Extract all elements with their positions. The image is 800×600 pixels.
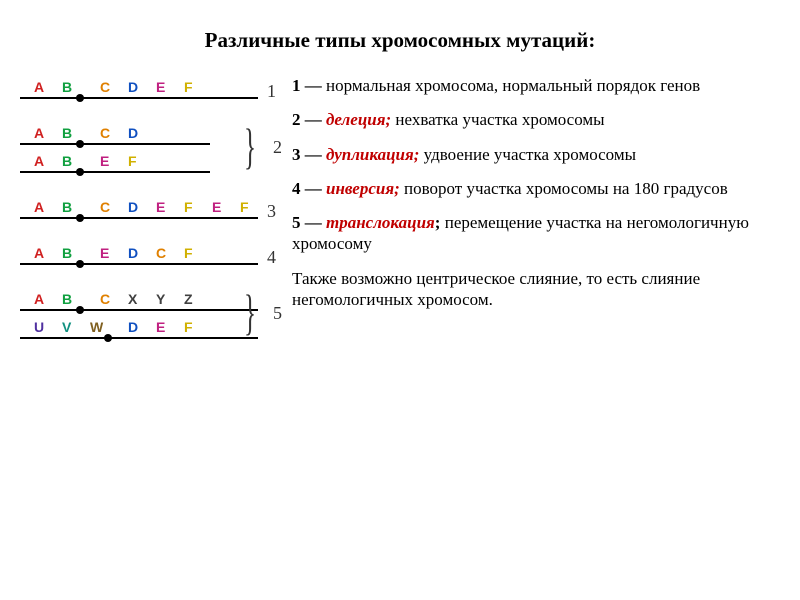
diagram-number: 2 xyxy=(273,137,282,158)
chrom-line: A B C D xyxy=(20,121,280,149)
chrom-line: ABCXYZ xyxy=(20,287,280,315)
chromosome-3: A B C D E F E F 3 xyxy=(20,195,280,223)
description-6: Также возможно центрическое слияние, то … xyxy=(292,268,784,311)
centromere-dot xyxy=(76,140,84,148)
diagram-number: 4 xyxy=(267,247,276,268)
diagram-number: 5 xyxy=(273,303,282,324)
description-5: 5 — транслокация; перемещение участка на… xyxy=(292,212,784,255)
gene-label: Z xyxy=(184,291,193,307)
gene-label: A xyxy=(34,199,44,215)
diagram-number: 1 xyxy=(267,81,276,102)
gene-label: D xyxy=(128,199,138,215)
gene-label: C xyxy=(100,79,110,95)
gene-label: C xyxy=(156,245,166,261)
gene-label: D xyxy=(128,79,138,95)
gene-label: X xyxy=(128,291,137,307)
gene-label: B xyxy=(62,79,72,95)
centromere-dot xyxy=(76,214,84,222)
centromere-dot xyxy=(104,334,112,342)
gene-label: B xyxy=(62,125,72,141)
page-title: Различные типы хромосомных мутаций: xyxy=(0,0,800,75)
gene-label: A xyxy=(34,291,44,307)
content-row: A B C D E F 1 A B C D A B E F} 2 A B C D E F E F 3 A B E D C F 4 A B C X Y Z U… xyxy=(0,75,800,361)
chrom-line: ABEDCF xyxy=(20,241,280,269)
gene-label: A xyxy=(34,245,44,261)
chromosome-5: ABCXYZUVWDEF}5 xyxy=(20,287,280,343)
gene-label: B xyxy=(62,245,72,261)
gene-label: F xyxy=(240,199,249,215)
gene-label: C xyxy=(100,125,110,141)
gene-label: A xyxy=(34,153,44,169)
text-column: 1 — нормальная хромосома, нормальный пор… xyxy=(280,75,784,361)
chrom-axis xyxy=(20,171,210,173)
chrom-line: UVWDEF xyxy=(20,315,280,343)
chrom-axis xyxy=(20,337,258,339)
chromosome-1: A B C D E F 1 xyxy=(20,75,280,103)
centromere-dot xyxy=(76,306,84,314)
gene-label: E xyxy=(100,245,109,261)
chrom-line: A B C D E F xyxy=(20,75,280,103)
chromosome-2: ABCDABEF}2 xyxy=(20,121,280,177)
gene-label: F xyxy=(184,79,193,95)
chrom-line: ABCDEFEF xyxy=(20,195,280,223)
gene-label: F xyxy=(184,199,193,215)
chrom-axis xyxy=(20,97,258,99)
chrom-axis xyxy=(20,309,258,311)
gene-label: U xyxy=(34,319,44,335)
description-4: 4 — инверсия; поворот участка хромосомы … xyxy=(292,178,784,199)
gene-label: E xyxy=(212,199,221,215)
gene-label: D xyxy=(128,125,138,141)
gene-label: Y xyxy=(156,291,165,307)
diagram-number: 3 xyxy=(267,201,276,222)
gene-label: E xyxy=(156,199,165,215)
chrom-axis xyxy=(20,263,258,265)
brace-icon: } xyxy=(244,117,256,175)
description-1: 1 — нормальная хромосома, нормальный пор… xyxy=(292,75,784,96)
diagram-column: A B C D E F 1 A B C D A B E F} 2 A B C D E F E F 3 A B E D C F 4 A B C X Y Z U… xyxy=(20,75,280,361)
gene-label: B xyxy=(62,153,72,169)
gene-label: C xyxy=(100,291,110,307)
gene-label: E xyxy=(156,79,165,95)
gene-label: F xyxy=(184,245,193,261)
gene-label: W xyxy=(90,319,103,335)
centromere-dot xyxy=(76,260,84,268)
chrom-line: ABEF xyxy=(20,149,280,177)
brace-icon: } xyxy=(244,283,256,341)
gene-label: D xyxy=(128,319,138,335)
gene-label: D xyxy=(128,245,138,261)
gene-label: A xyxy=(34,125,44,141)
centromere-dot xyxy=(76,94,84,102)
gene-label: V xyxy=(62,319,71,335)
description-2: 2 — делеция; нехватка участка хромосомы xyxy=(292,109,784,130)
gene-label: F xyxy=(128,153,137,169)
gene-label: C xyxy=(100,199,110,215)
chrom-axis xyxy=(20,143,210,145)
chromosome-4: A B E D C F 4 xyxy=(20,241,280,269)
gene-label: E xyxy=(100,153,109,169)
gene-label: B xyxy=(62,199,72,215)
gene-label: A xyxy=(34,79,44,95)
description-3: 3 — дупликация; удвоение участка хромосо… xyxy=(292,144,784,165)
gene-label: F xyxy=(184,319,193,335)
centromere-dot xyxy=(76,168,84,176)
gene-label: B xyxy=(62,291,72,307)
chrom-axis xyxy=(20,217,258,219)
gene-label: E xyxy=(156,319,165,335)
